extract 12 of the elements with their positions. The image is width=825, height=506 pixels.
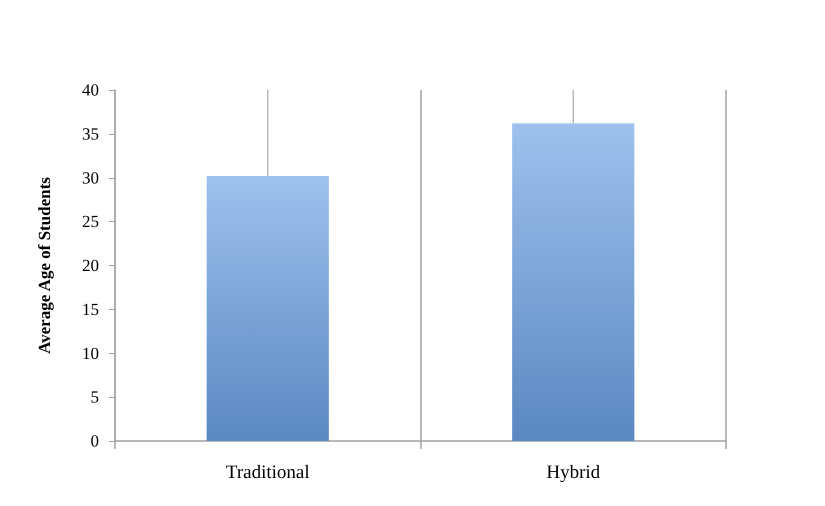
y-tick-label: 40 <box>82 80 99 100</box>
x-tick-label: Traditional <box>226 462 310 483</box>
x-tick-label: Hybrid <box>546 462 601 483</box>
y-tick-label: 5 <box>90 388 99 407</box>
y-tick-label: 0 <box>90 432 99 450</box>
y-tick-label: 30 <box>82 168 99 188</box>
y-axis-title: Average Age of Students <box>35 176 54 354</box>
y-tick-label: 15 <box>82 300 99 319</box>
y-tick-label: 35 <box>82 124 99 144</box>
y-tick-label: 10 <box>82 344 99 363</box>
y-tick-label: 25 <box>82 212 99 232</box>
y-tick-label: 20 <box>82 256 99 275</box>
